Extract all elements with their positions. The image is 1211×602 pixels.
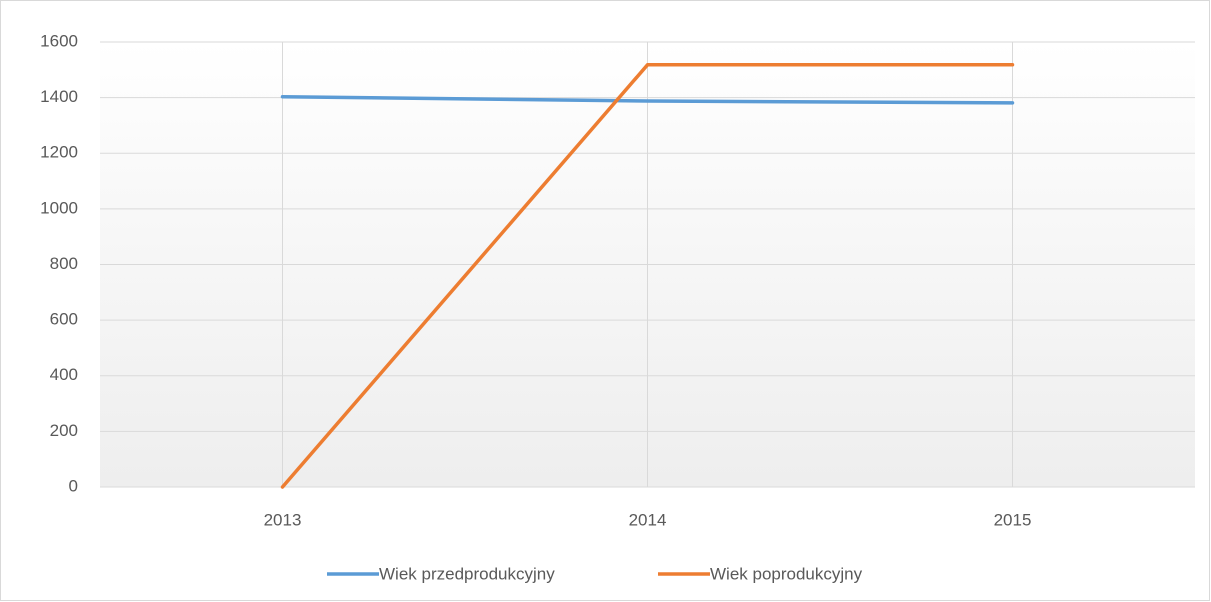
legend-label: Wiek przedprodukcyjny xyxy=(379,564,555,583)
y-tick-label: 600 xyxy=(50,310,78,329)
y-tick-label: 0 xyxy=(69,476,78,495)
x-tick-label: 2013 xyxy=(264,510,302,529)
x-tick-label: 2014 xyxy=(629,510,667,529)
y-tick-label: 1600 xyxy=(40,31,78,50)
y-tick-label: 1400 xyxy=(40,87,78,106)
y-tick-label: 400 xyxy=(50,365,78,384)
y-tick-label: 1000 xyxy=(40,198,78,217)
line-series xyxy=(280,63,1015,489)
line-series xyxy=(280,95,1015,105)
y-tick-label: 800 xyxy=(50,254,78,273)
x-tick-label: 2015 xyxy=(994,510,1032,529)
y-tick-label: 1200 xyxy=(40,143,78,162)
legend-label: Wiek poprodukcyjny xyxy=(710,564,863,583)
y-tick-label: 200 xyxy=(50,421,78,440)
